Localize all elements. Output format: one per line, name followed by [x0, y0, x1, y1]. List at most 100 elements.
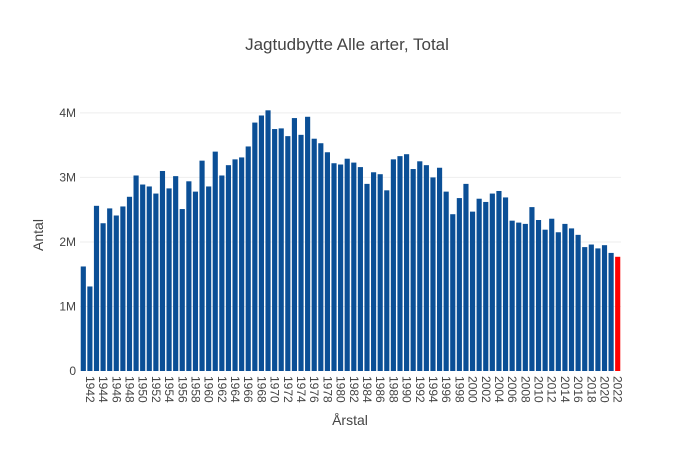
bar-1958[interactable] [192, 191, 199, 371]
bar-1968[interactable] [258, 115, 265, 372]
bar-1947[interactable] [120, 206, 126, 371]
y-tick-label: 0 [69, 364, 76, 378]
bar-1985[interactable] [371, 172, 377, 371]
bar-1953[interactable] [159, 170, 166, 371]
bar-1987[interactable] [384, 190, 390, 371]
bar-1945[interactable] [107, 208, 113, 371]
bar-1967[interactable] [252, 122, 258, 371]
bar-1943[interactable] [93, 205, 100, 371]
bar-1970[interactable] [272, 129, 278, 371]
bar-1956[interactable] [179, 209, 185, 371]
bar-1981[interactable] [344, 158, 350, 371]
bar-1991[interactable] [410, 169, 416, 371]
bar-1999[interactable] [463, 183, 469, 371]
bar-2015[interactable] [568, 228, 575, 371]
bar-1990[interactable] [404, 154, 410, 371]
x-tick-label: 1970 [268, 376, 282, 403]
bar-2009[interactable] [529, 207, 535, 371]
x-axis-ticks: 1942 1944 1946 1948 1950 1952 1954 1956 1958 1960… [83, 376, 625, 403]
bar-1973[interactable] [291, 118, 297, 371]
y-axis-ticks: 0 1M 2M 3M 4M [59, 106, 76, 378]
bar-1980[interactable] [338, 164, 344, 371]
bar-2003[interactable] [489, 193, 495, 371]
bar-2007[interactable] [516, 222, 522, 371]
bar-1957[interactable] [186, 181, 192, 371]
bar-1977[interactable] [318, 143, 324, 371]
bar-1959[interactable] [199, 160, 205, 371]
bar-2011[interactable] [542, 229, 548, 371]
bar-1949[interactable] [133, 175, 139, 371]
bar-1963[interactable] [225, 165, 232, 371]
bar-1954[interactable] [166, 188, 172, 371]
bar-1964[interactable] [232, 159, 238, 371]
bar-1965[interactable] [239, 157, 245, 371]
bar-1994[interactable] [430, 177, 436, 371]
bar-1941[interactable] [80, 266, 86, 371]
bar-2016[interactable] [575, 234, 581, 371]
bar-1960[interactable] [206, 186, 212, 371]
x-tick-label: 1950 [136, 376, 150, 403]
bar-2014[interactable] [562, 223, 568, 371]
bar-1997[interactable] [450, 214, 456, 371]
bar-1998[interactable] [456, 198, 462, 371]
x-tick-label: 1960 [202, 376, 216, 403]
bar-2004[interactable] [496, 190, 502, 371]
bar-1984[interactable] [364, 183, 370, 371]
bar-1978[interactable] [324, 152, 330, 371]
bar-1992[interactable] [417, 161, 423, 371]
bar-2006[interactable] [509, 220, 515, 371]
bar-1993[interactable] [423, 165, 429, 371]
bar-1989[interactable] [397, 156, 403, 371]
bar-2005[interactable] [502, 197, 509, 371]
x-tick-label: 1948 [122, 376, 136, 403]
bar-2010[interactable] [535, 220, 542, 371]
bar-1974[interactable] [298, 134, 304, 371]
x-tick-label: 1994 [426, 376, 440, 403]
bar-2021[interactable] [608, 252, 614, 371]
bar-2020[interactable] [601, 245, 608, 371]
bar-1948[interactable] [126, 196, 133, 371]
x-tick-label: 2014 [558, 376, 572, 403]
bar-1975[interactable] [305, 116, 311, 371]
bar-1955[interactable] [173, 176, 179, 371]
bar-2018[interactable] [588, 244, 594, 371]
bar-2019[interactable] [595, 248, 601, 371]
bar-1971[interactable] [278, 128, 284, 371]
bar-2001[interactable] [476, 198, 482, 371]
bar-1982[interactable] [351, 162, 357, 371]
bar-2017[interactable] [582, 247, 588, 371]
bar-1942[interactable] [87, 286, 93, 371]
x-tick-label: 1978 [320, 376, 334, 403]
bar-1950[interactable] [140, 184, 146, 371]
bar-1952[interactable] [153, 193, 159, 371]
x-tick-label: 1968 [254, 376, 268, 403]
y-tick-label: 1M [59, 299, 76, 313]
bar-2002[interactable] [483, 201, 489, 371]
bar-1951[interactable] [146, 186, 152, 371]
x-axis-title: Årstal [332, 412, 368, 428]
bar-1944[interactable] [100, 223, 106, 371]
bar-2012[interactable] [549, 218, 555, 371]
bar-1946[interactable] [113, 215, 119, 372]
bar-1988[interactable] [390, 159, 396, 371]
bar-1969[interactable] [265, 110, 271, 371]
bar-2013[interactable] [555, 232, 561, 371]
bar-1966[interactable] [245, 146, 251, 371]
bar-1962[interactable] [219, 175, 225, 371]
bar-1986[interactable] [377, 174, 383, 371]
bar-1995[interactable] [436, 167, 443, 371]
bar-1983[interactable] [357, 167, 363, 371]
x-tick-label: 1984 [360, 376, 374, 403]
x-tick-label: 2020 [598, 376, 612, 403]
bar-1976[interactable] [311, 138, 317, 371]
x-tick-label: 1998 [452, 376, 466, 403]
x-tick-label: 1942 [83, 376, 97, 403]
bar-2022[interactable] [615, 256, 621, 371]
x-tick-label: 1982 [347, 376, 361, 403]
bar-1979[interactable] [331, 163, 337, 371]
bar-1972[interactable] [285, 136, 291, 371]
bar-2008[interactable] [522, 223, 528, 371]
bar-2000[interactable] [469, 211, 476, 371]
bar-1996[interactable] [443, 191, 449, 371]
bar-1961[interactable] [212, 151, 218, 371]
